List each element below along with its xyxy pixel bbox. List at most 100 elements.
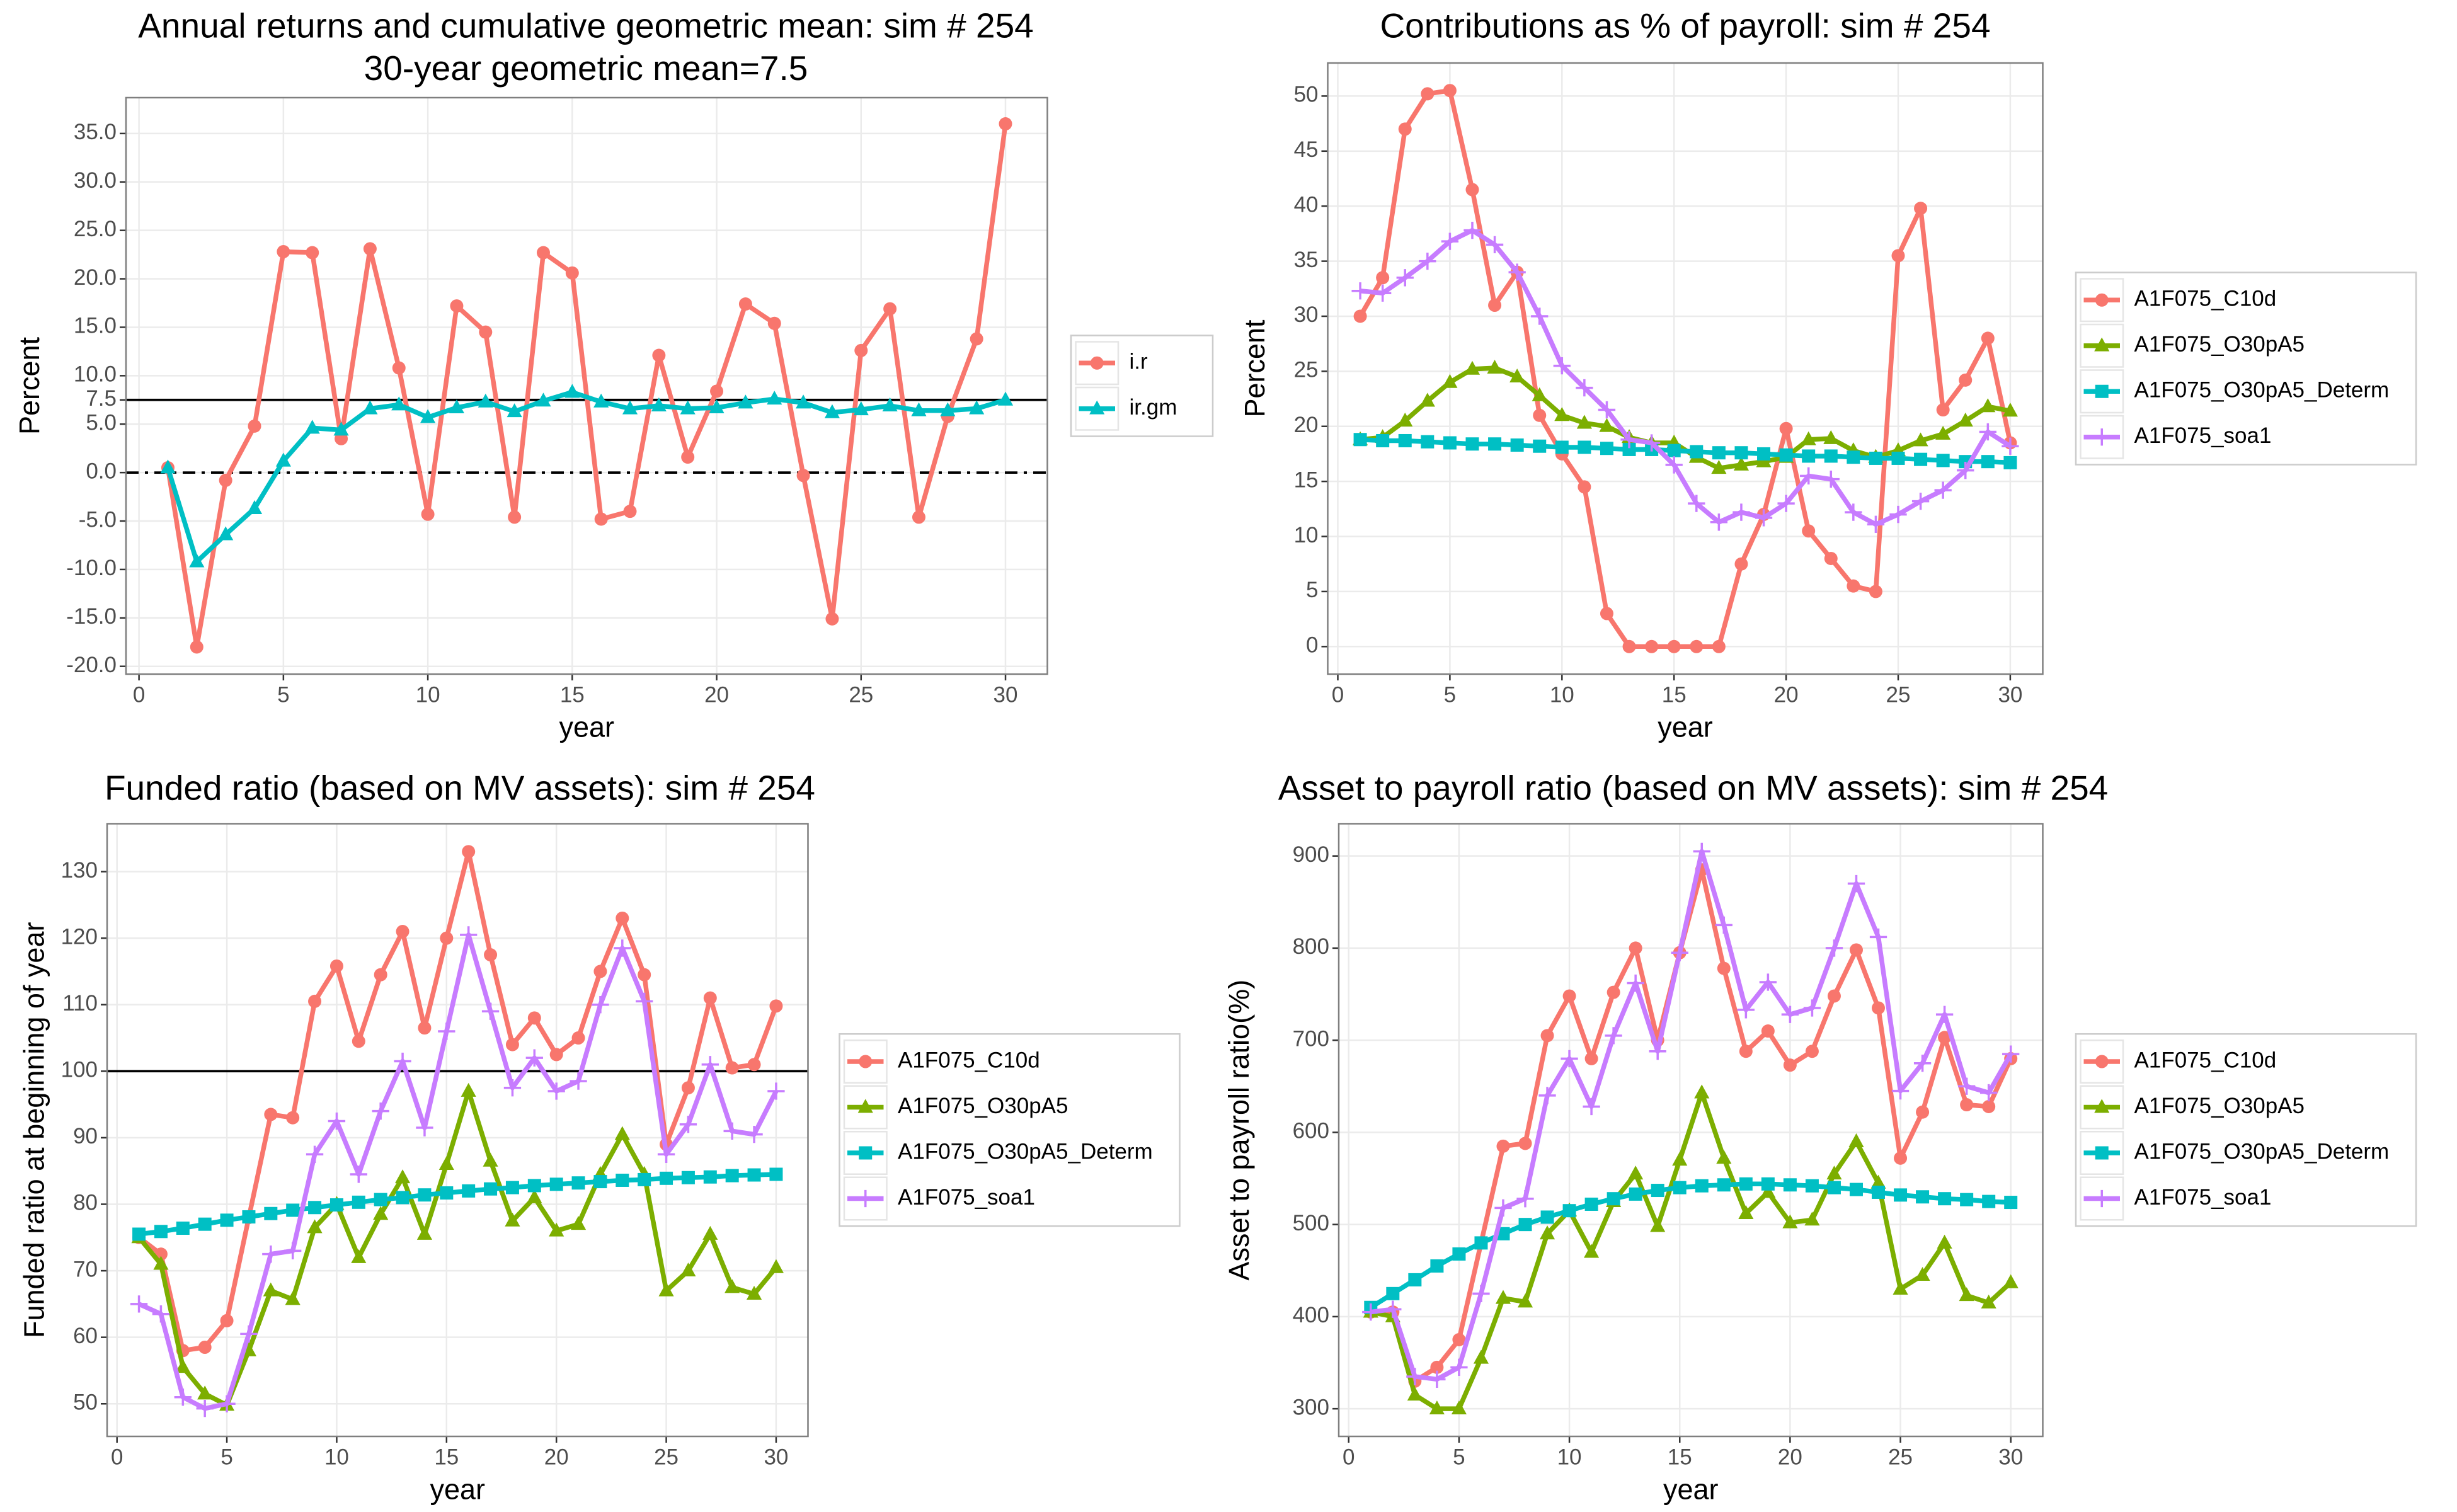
point — [1783, 1058, 1797, 1072]
point — [1849, 943, 1863, 957]
point — [1889, 505, 1907, 524]
point — [638, 968, 651, 982]
point — [969, 400, 985, 415]
point — [1671, 944, 1688, 961]
point — [392, 361, 406, 375]
point — [1894, 1188, 1908, 1202]
x-tick-label: 15 — [1668, 1445, 1692, 1469]
point — [547, 1082, 565, 1100]
point — [1804, 1211, 1820, 1226]
point — [679, 1116, 697, 1133]
point — [681, 450, 695, 464]
point — [1606, 1192, 1620, 1206]
point — [882, 397, 898, 411]
point — [796, 469, 810, 483]
point — [593, 393, 609, 408]
point — [1711, 460, 1727, 474]
y-tick-label: 120 — [61, 924, 98, 949]
point — [999, 117, 1012, 131]
point — [507, 403, 522, 418]
y-tick-label: 30.0 — [74, 168, 117, 193]
point — [175, 1359, 191, 1373]
y-tick-label: 10 — [1294, 523, 1319, 547]
chart-title: Funded ratio (based on MV assets): sim #… — [105, 769, 815, 808]
point — [1827, 989, 1841, 1003]
point — [198, 1217, 212, 1231]
x-tick-label: 25 — [849, 682, 873, 707]
plot-border — [1327, 62, 2044, 675]
point — [1757, 447, 1771, 461]
point — [160, 459, 176, 474]
point — [362, 400, 378, 415]
x-tick-label: 0 — [1343, 1445, 1354, 1469]
point — [1733, 456, 1750, 471]
point — [197, 1385, 213, 1400]
y-tick-label: 5.0 — [86, 410, 117, 435]
legend-marker — [1089, 400, 1105, 415]
point — [1622, 639, 1636, 653]
x-tick-label: 30 — [994, 682, 1018, 707]
point — [1576, 379, 1593, 397]
legend-label: i.r — [1130, 350, 1148, 374]
point — [570, 1072, 587, 1090]
y-tick-label: 50 — [1294, 83, 1319, 107]
y-tick-label: 7.5 — [86, 386, 117, 411]
point — [622, 400, 638, 415]
point — [1488, 299, 1502, 312]
point — [1629, 941, 1642, 955]
point — [374, 1193, 387, 1206]
point — [565, 266, 579, 280]
x-tick-label: 20 — [1774, 682, 1799, 707]
point — [1826, 1166, 1842, 1180]
point — [460, 926, 478, 944]
x-tick-label: 30 — [1998, 1445, 2023, 1469]
legend-marker — [857, 1189, 874, 1208]
point — [420, 409, 436, 423]
point — [1430, 1259, 1444, 1273]
point — [1508, 263, 1526, 281]
point — [351, 1249, 367, 1263]
point — [329, 959, 343, 973]
point — [1982, 1194, 1996, 1208]
point — [525, 1049, 543, 1067]
point — [681, 1171, 695, 1184]
y-tick-label: 130 — [61, 858, 98, 883]
point — [657, 1145, 675, 1163]
point — [1562, 989, 1576, 1003]
legend-marker — [2095, 384, 2109, 398]
point — [1406, 1368, 1424, 1385]
point — [220, 1213, 234, 1227]
plot-border — [106, 823, 809, 1438]
point — [1779, 421, 1793, 435]
point — [505, 1181, 519, 1194]
point — [240, 1325, 258, 1343]
point — [1712, 639, 1726, 653]
x-axis-title: year — [1663, 1473, 1719, 1505]
point — [484, 948, 498, 962]
y-tick-label: 45 — [1294, 137, 1319, 162]
y-tick-label: 110 — [62, 991, 98, 1016]
point — [503, 1079, 522, 1097]
point — [198, 1341, 212, 1354]
point — [1716, 1150, 1732, 1164]
point — [1442, 374, 1458, 388]
x-axis-title: year — [559, 711, 614, 743]
point — [1981, 1294, 1996, 1309]
point — [883, 302, 897, 316]
point — [1443, 84, 1457, 98]
point — [484, 1182, 498, 1196]
y-tick-label: 15.0 — [74, 314, 117, 338]
point — [1712, 446, 1726, 460]
point — [854, 343, 868, 357]
point — [2003, 455, 2017, 469]
point — [1665, 456, 1683, 474]
point — [1959, 373, 1973, 387]
point — [1891, 1082, 1910, 1100]
y-tick-label: 50 — [73, 1390, 98, 1415]
point — [1474, 1236, 1488, 1250]
point — [1576, 415, 1592, 429]
point — [1464, 360, 1480, 375]
point — [1353, 309, 1367, 323]
y-tick-label: 15 — [1294, 467, 1319, 492]
